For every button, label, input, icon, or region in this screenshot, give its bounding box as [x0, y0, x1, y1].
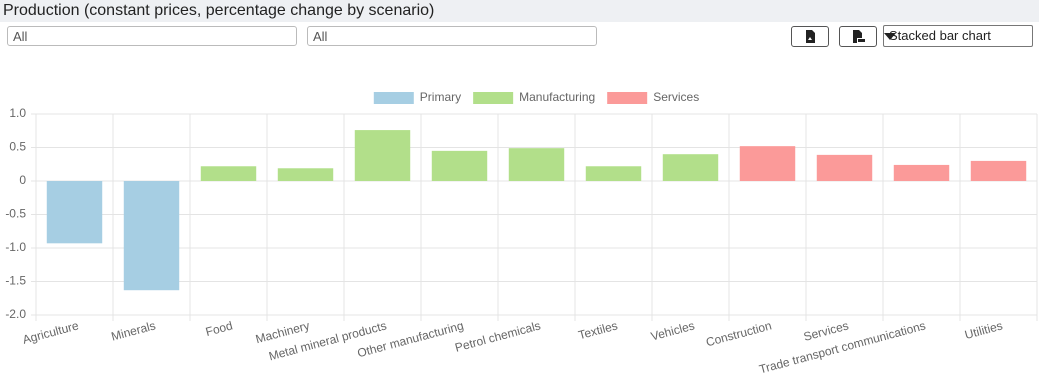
- panel-title: Production (constant prices, percentage …: [0, 0, 1039, 22]
- bar: [970, 160, 1027, 181]
- bar: [123, 181, 180, 291]
- filter-input[interactable]: All: [7, 26, 297, 46]
- legend-label: Services: [653, 90, 699, 104]
- bar: [508, 148, 565, 181]
- y-tick-label: -0.5: [5, 207, 26, 221]
- bar: [354, 130, 411, 181]
- x-tick-label: Utilities: [963, 318, 1004, 342]
- y-tick-label: 0.5: [9, 140, 26, 154]
- y-tick-label: -1.0: [5, 240, 26, 254]
- x-tick-label: Agriculture: [21, 318, 80, 346]
- legend: Primary Manufacturing Services: [373, 90, 699, 104]
- chart-type-select[interactable]: Stacked bar chart: [883, 25, 1033, 47]
- bar: [200, 166, 257, 181]
- export-image-button[interactable]: [791, 26, 829, 47]
- bar: [662, 154, 719, 181]
- icon: [853, 30, 866, 43]
- legend-swatch: [473, 92, 514, 104]
- x-tick-label: Minerals: [110, 318, 157, 343]
- legend-label: Manufacturing: [519, 90, 595, 104]
- filter-input[interactable]: All: [307, 26, 597, 46]
- x-tick-label: Vehicles: [649, 318, 696, 343]
- y-tick-label: 1.0: [9, 106, 26, 120]
- legend-label: Primary: [420, 90, 461, 104]
- legend-item[interactable]: Primary: [373, 90, 461, 104]
- legend-swatch: [373, 92, 414, 104]
- bar: [277, 168, 334, 181]
- y-tick-label: 0: [19, 173, 26, 187]
- y-tick-label: -2.0: [5, 307, 26, 321]
- legend-item[interactable]: Manufacturing: [473, 90, 595, 104]
- bar: [893, 164, 950, 181]
- x-tick-label: Construction: [704, 318, 773, 349]
- legend-swatch: [607, 92, 648, 104]
- select-value: Stacked bar chart: [889, 28, 991, 43]
- bar: [816, 154, 873, 181]
- bar: [46, 181, 103, 244]
- icon: [806, 30, 815, 43]
- bar: [585, 166, 642, 181]
- bar: [431, 150, 488, 181]
- x-tick-label: Textiles: [577, 318, 619, 342]
- x-tick-label: Petrol chemicals: [453, 318, 542, 354]
- legend-item[interactable]: Services: [607, 90, 699, 104]
- x-tick-label: Food: [204, 318, 234, 339]
- export-csv-button[interactable]: [839, 26, 877, 47]
- bar: [739, 146, 796, 181]
- y-tick-label: -1.5: [5, 274, 26, 288]
- dropdown-arrow: [884, 33, 896, 40]
